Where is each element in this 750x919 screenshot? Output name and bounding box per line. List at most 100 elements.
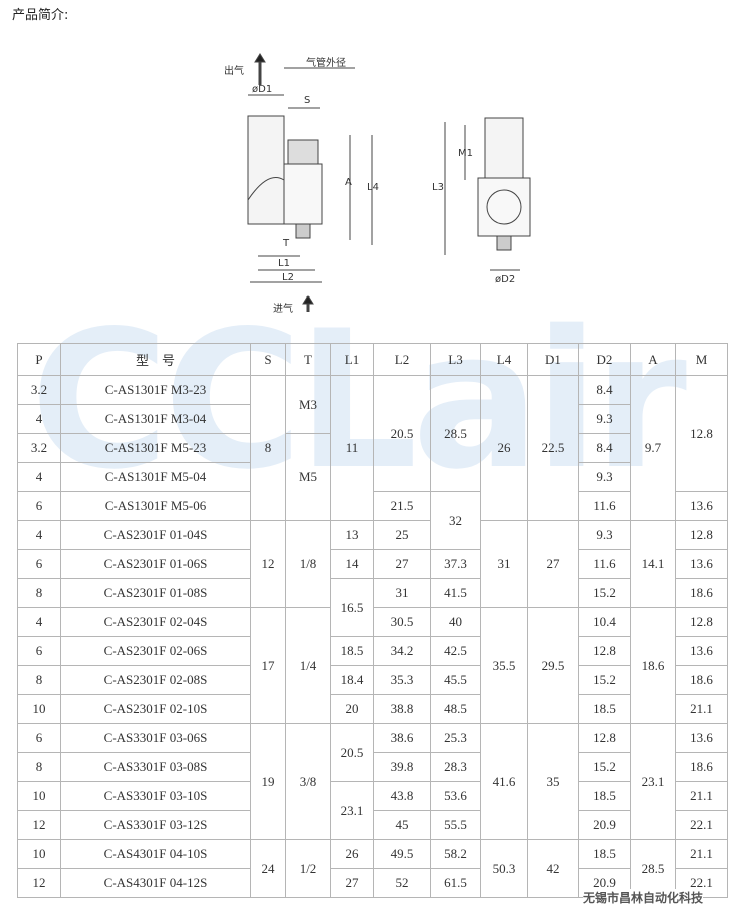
table-cell: 18.5 [578, 781, 631, 811]
table-cell: 18.6 [675, 752, 728, 782]
table-cell: 8 [17, 665, 61, 695]
table-cell: 48.5 [430, 694, 481, 724]
table-cell: 4 [17, 607, 61, 637]
table-cell: 10 [17, 694, 61, 724]
table-cell: 18.6 [675, 578, 728, 608]
table-cell: 8 [250, 375, 286, 521]
table-cell: 15.2 [578, 665, 631, 695]
table-cell: C-AS1301F M5-23 [60, 433, 251, 463]
table-cell: C-AS2301F 02-04S [60, 607, 251, 637]
table-cell: 9.3 [578, 404, 631, 434]
table-cell: 43.8 [373, 781, 431, 811]
table-row: 8 C-AS2301F 02-08S 18.4 35.3 45.5 15.2 18.6 [17, 665, 728, 695]
table-row: 10 C-AS2301F 02-10S 20 38.8 48.5 18.5 21.1 [17, 694, 728, 724]
table-cell: 18.5 [578, 839, 631, 869]
table-cell: C-AS4301F 04-10S [60, 839, 251, 869]
table-cell: 28.3 [430, 752, 481, 782]
table-cell: 38.6 [373, 723, 431, 753]
column-header: T [285, 343, 331, 376]
table-cell: C-AS2301F 02-06S [60, 636, 251, 666]
table-cell: 25.3 [430, 723, 481, 753]
table-cell: C-AS3301F 03-12S [60, 810, 251, 840]
table-cell: 38.8 [373, 694, 431, 724]
table-row: 6 C-AS2301F 01-06S 14 27 37.3 11.6 13.6 [17, 549, 728, 579]
table-cell: 26 [480, 375, 528, 521]
column-header: L4 [480, 343, 528, 376]
table-cell: C-AS3301F 03-06S [60, 723, 251, 753]
table-cell: 29.5 [527, 607, 579, 724]
table-cell: 13.6 [675, 491, 728, 521]
table-cell: 6 [17, 549, 61, 579]
table-cell: 31 [480, 520, 528, 608]
table-cell: 24 [250, 839, 286, 898]
table-cell: 26 [330, 839, 374, 869]
table-cell: 9.3 [578, 520, 631, 550]
table-cell: 18.5 [330, 636, 374, 666]
page-title: 产品简介: [12, 8, 69, 23]
table-cell: C-AS2301F 01-06S [60, 549, 251, 579]
label-l3: L3 [432, 182, 444, 193]
footer: 无锡市昌林自动化科技 [583, 889, 704, 906]
table-cell: 12 [17, 810, 61, 840]
table-cell: 27 [527, 520, 579, 608]
table-cell: 30.5 [373, 607, 431, 637]
table-cell: C-AS1301F M5-06 [60, 491, 251, 521]
table-cell: 21.1 [675, 694, 728, 724]
table-cell: 27 [330, 868, 374, 898]
column-header: L2 [373, 343, 431, 376]
table-cell: 13.6 [675, 723, 728, 753]
table-row: 4 C-AS1301F M5-04 9.3 [17, 462, 728, 492]
table-cell: 49.5 [373, 839, 431, 869]
table-cell: 39.8 [373, 752, 431, 782]
table-cell: 1/8 [285, 520, 331, 608]
table-cell: 32 [430, 491, 481, 550]
table-cell: 15.2 [578, 578, 631, 608]
table-cell: 8.4 [578, 433, 631, 463]
table-cell: 28.5 [430, 375, 481, 492]
table-cell: 52 [373, 868, 431, 898]
column-header: S [250, 343, 286, 376]
table-cell: 11.6 [578, 491, 631, 521]
table-cell: 14 [330, 549, 374, 579]
table-cell: 28.5 [630, 839, 676, 898]
table-cell: 45.5 [430, 665, 481, 695]
table-cell: 42 [527, 839, 579, 898]
table-cell: C-AS3301F 03-10S [60, 781, 251, 811]
table-cell: C-AS1301F M3-04 [60, 404, 251, 434]
table-cell: 40 [430, 607, 481, 637]
table-cell: 13.6 [675, 549, 728, 579]
table-cell: 12.8 [578, 723, 631, 753]
table-cell: 21.1 [675, 839, 728, 869]
table-cell: 35.5 [480, 607, 528, 724]
table-cell: 55.5 [430, 810, 481, 840]
table-cell: 22.1 [675, 810, 728, 840]
table-cell: 34.2 [373, 636, 431, 666]
table-cell: 35.3 [373, 665, 431, 695]
label-a: A [345, 177, 352, 188]
table-cell: 21.1 [675, 781, 728, 811]
table-cell: C-AS3301F 03-08S [60, 752, 251, 782]
table-cell: 4 [17, 520, 61, 550]
table-cell: C-AS2301F 01-08S [60, 578, 251, 608]
table-cell: 45 [373, 810, 431, 840]
table-cell: 12.8 [675, 520, 728, 550]
table-cell: 12 [250, 520, 286, 608]
table-cell: 11.6 [578, 549, 631, 579]
label-d1: øD1 [252, 84, 272, 95]
table-cell: 16.5 [330, 578, 374, 637]
table-cell: 37.3 [430, 549, 481, 579]
table-row: 6 C-AS3301F 03-06S 19 3/8 20.5 38.6 25.3 41.6 35… [17, 723, 728, 840]
table-row: 4 C-AS2301F 01-04S 12 1/8 13 25 31 27 9.3 14.1 12.… [17, 520, 728, 608]
table-row: 10 C-AS4301F 04-10S 24 1/2 26 49.5 58.2 50.3 42 1… [17, 839, 728, 898]
table-cell: 58.2 [430, 839, 481, 869]
table-cell: 53.6 [430, 781, 481, 811]
column-header: P [17, 343, 61, 376]
table-cell: 18.6 [675, 665, 728, 695]
table-cell: 6 [17, 636, 61, 666]
table-cell: 18.4 [330, 665, 374, 695]
table-cell: 8 [17, 578, 61, 608]
table-cell: C-AS4301F 04-12S [60, 868, 251, 898]
label-out: 出气 [224, 64, 244, 77]
table-cell: C-AS2301F 01-04S [60, 520, 251, 550]
table-cell: M3 [285, 375, 331, 434]
